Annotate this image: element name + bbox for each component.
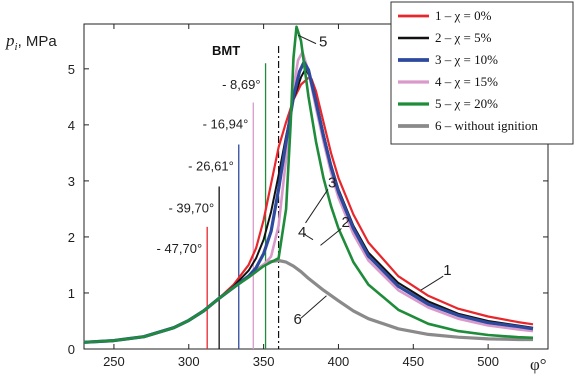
ignition-marker-label: - 47,70°: [157, 241, 203, 256]
ignition-marker-label: - 39,70°: [168, 201, 214, 216]
ignition-marker-label: - 26,61°: [188, 158, 234, 173]
y-tick-label: 5: [68, 62, 75, 77]
plot-frame: [83, 23, 549, 350]
curve-label-3: 3: [328, 175, 336, 192]
curve-leader: [305, 189, 329, 224]
bmt-label: BMT: [212, 43, 240, 58]
series-layer: [83, 25, 534, 344]
x-tick-label: 300: [178, 354, 200, 369]
x-axis-label: φ°: [530, 355, 547, 374]
legend-entry: 6 – without ignition: [435, 118, 538, 133]
x-tick-label: 500: [477, 354, 499, 369]
curve-label-4: 4: [298, 224, 306, 241]
curve-leader: [320, 228, 342, 246]
y-tick-label: 4: [68, 118, 75, 133]
curve-leader: [303, 233, 314, 241]
y-tick-label: 2: [68, 230, 75, 245]
legend: 1 – χ = 0% 2 – χ = 5% 3 – χ = 10% 4 – χ = 1…: [390, 1, 574, 145]
y-tick-label: 3: [68, 174, 75, 189]
x-tick-label: 400: [328, 354, 350, 369]
x-tick-label: 450: [402, 354, 424, 369]
x-tick-label: 350: [253, 354, 275, 369]
legend-entry: 2 – χ = 5%: [435, 30, 492, 45]
series-5-line: [83, 25, 534, 344]
curve-label-2: 2: [341, 214, 349, 231]
curve-leader: [297, 34, 317, 45]
curve-label-6: 6: [294, 311, 302, 328]
y-tick-label: 0: [68, 342, 75, 357]
curve-leader: [300, 295, 327, 319]
ignition-marker-label: - 16,94°: [203, 116, 249, 131]
curve-label-1: 1: [443, 262, 451, 279]
ignition-marker-label: - 8,69°: [222, 77, 260, 92]
legend-entry: 4 – χ = 15%: [435, 74, 498, 89]
legend-entry: 3 – χ = 10%: [435, 52, 498, 67]
label-layer: 1 2 3 4 5 6: [294, 33, 452, 327]
x-tick-label: 250: [103, 354, 125, 369]
curve-label-5: 5: [319, 33, 327, 50]
y-tick-label: 1: [68, 286, 75, 301]
legend-entry: 5 – χ = 20%: [435, 96, 498, 111]
ignition-markers: - 47,70° - 39,70° - 26,61° - 16,94° - 8,69°: [157, 63, 267, 349]
series-6-line: [83, 258, 533, 344]
curve-leader: [420, 275, 444, 291]
legend-box: [390, 1, 574, 145]
y-axis-label: pi, MPa: [5, 31, 57, 53]
legend-entry: 1 – χ = 0%: [435, 8, 492, 23]
